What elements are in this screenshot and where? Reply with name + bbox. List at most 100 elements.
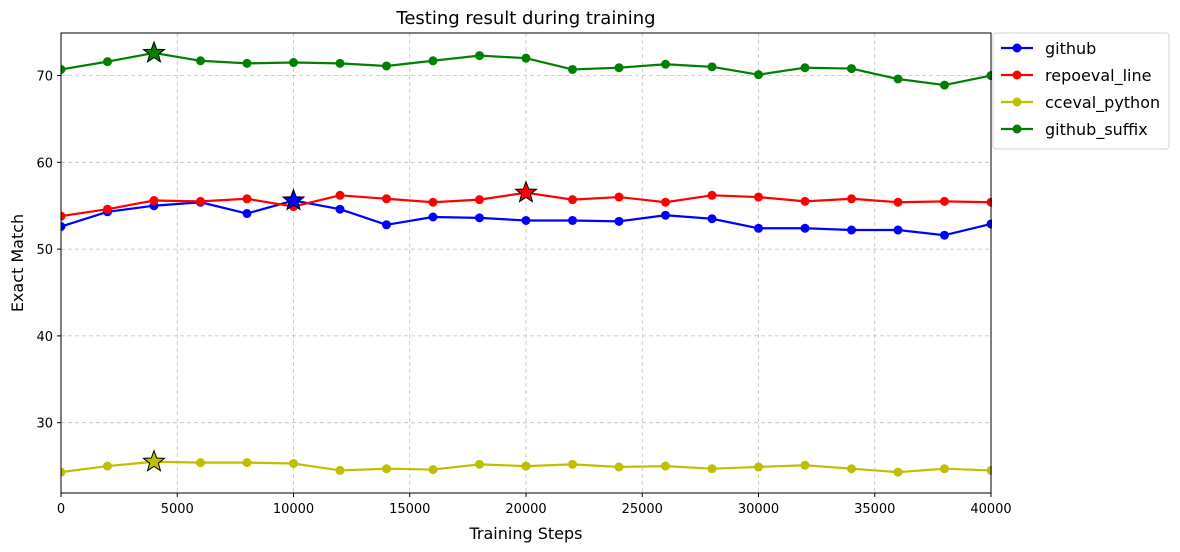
- data-point: [428, 56, 438, 66]
- data-point: [335, 58, 345, 68]
- data-point: [475, 195, 484, 205]
- data-point: [800, 223, 810, 233]
- x-tick-label: 25000: [622, 502, 663, 517]
- data-point: [661, 210, 670, 220]
- data-point: [707, 190, 717, 200]
- data-point: [893, 74, 903, 84]
- legend-item: repoeval_line: [1001, 66, 1151, 86]
- data-point: [568, 459, 577, 469]
- data-point: [847, 64, 856, 74]
- data-point: [800, 196, 810, 206]
- data-point: [707, 62, 717, 72]
- data-point: [614, 192, 624, 202]
- x-tick-label: 15000: [389, 502, 430, 517]
- data-point: [893, 197, 903, 207]
- legend-marker: [1012, 70, 1022, 80]
- data-point: [242, 194, 252, 204]
- data-point: [521, 215, 531, 225]
- data-point: [242, 58, 252, 68]
- data-point: [661, 461, 670, 471]
- data-point: [289, 458, 298, 468]
- series-layer: [61, 48, 992, 477]
- x-tick-label: 5000: [161, 502, 194, 517]
- data-point: [335, 204, 345, 214]
- legend-label: github: [1045, 39, 1096, 58]
- legend-marker: [1012, 43, 1022, 53]
- data-point: [940, 196, 949, 206]
- data-point: [940, 464, 949, 474]
- data-point: [428, 465, 438, 475]
- plot-frame: [60, 32, 992, 494]
- data-point: [800, 63, 810, 73]
- data-point: [103, 461, 112, 471]
- data-point: [335, 465, 345, 475]
- data-point: [196, 56, 205, 66]
- data-point: [61, 64, 66, 74]
- data-point: [61, 211, 66, 221]
- data-point: [614, 216, 624, 226]
- data-point: [382, 220, 391, 230]
- best-star-marker: [142, 449, 166, 472]
- data-point: [800, 460, 810, 470]
- y-tick-label: 70: [36, 70, 53, 85]
- data-point: [61, 222, 66, 232]
- data-point: [103, 204, 112, 214]
- data-point: [847, 225, 856, 235]
- data-point: [893, 467, 903, 477]
- data-point: [661, 197, 670, 207]
- data-point: [754, 223, 763, 233]
- legend-label: repoeval_line: [1045, 66, 1151, 86]
- best-star-marker: [514, 180, 538, 203]
- data-point: [196, 196, 205, 206]
- y-tick-label: 50: [36, 243, 53, 258]
- data-point: [475, 459, 484, 469]
- data-point: [847, 194, 856, 204]
- legend-item: github_suffix: [1001, 120, 1148, 140]
- y-tick-label: 60: [36, 156, 53, 171]
- data-point: [428, 212, 438, 222]
- x-tick-label: 40000: [970, 502, 1011, 517]
- data-point: [382, 61, 391, 71]
- data-point: [475, 51, 484, 61]
- data-point: [940, 230, 949, 240]
- data-point: [568, 195, 577, 205]
- data-point: [940, 80, 949, 90]
- data-point: [242, 209, 252, 219]
- y-axis-ticks: 30 40 50 60 70: [36, 70, 61, 432]
- data-point: [196, 458, 205, 468]
- legend-item: cceval_python: [1001, 93, 1160, 113]
- data-point: [847, 464, 856, 474]
- x-axis-ticks: 0 5000 10000 15000 20000 25000 30000 35000 40000: [57, 493, 1012, 517]
- data-point: [614, 63, 624, 73]
- best-star-marker: [142, 40, 166, 64]
- data-point: [428, 197, 438, 207]
- data-point: [242, 458, 252, 468]
- best-star-marker: [281, 188, 306, 211]
- data-point: [568, 215, 577, 225]
- legend-label: cceval_python: [1045, 93, 1160, 113]
- data-point: [61, 467, 66, 477]
- x-tick-label: 30000: [738, 502, 779, 517]
- legend-box: [992, 32, 1170, 150]
- legend-marker: [1012, 97, 1022, 107]
- data-point: [149, 196, 159, 206]
- y-axis-title: Exact Match: [8, 214, 27, 312]
- data-point: [614, 462, 624, 472]
- data-point: [754, 462, 763, 472]
- data-point: [893, 225, 903, 235]
- data-point: [289, 58, 298, 68]
- x-tick-label: 10000: [273, 502, 314, 517]
- data-point: [382, 464, 391, 474]
- y-tick-label: 40: [36, 330, 53, 345]
- series-github_suffix: [61, 48, 992, 90]
- x-tick-label: 20000: [505, 502, 546, 517]
- legend-marker: [1012, 124, 1022, 134]
- legend-label: github_suffix: [1045, 120, 1148, 140]
- x-tick-label: 0: [57, 502, 65, 517]
- data-point: [568, 64, 577, 74]
- data-point: [754, 70, 763, 80]
- chart-title: Testing result during training: [395, 8, 655, 29]
- data-point: [754, 192, 763, 202]
